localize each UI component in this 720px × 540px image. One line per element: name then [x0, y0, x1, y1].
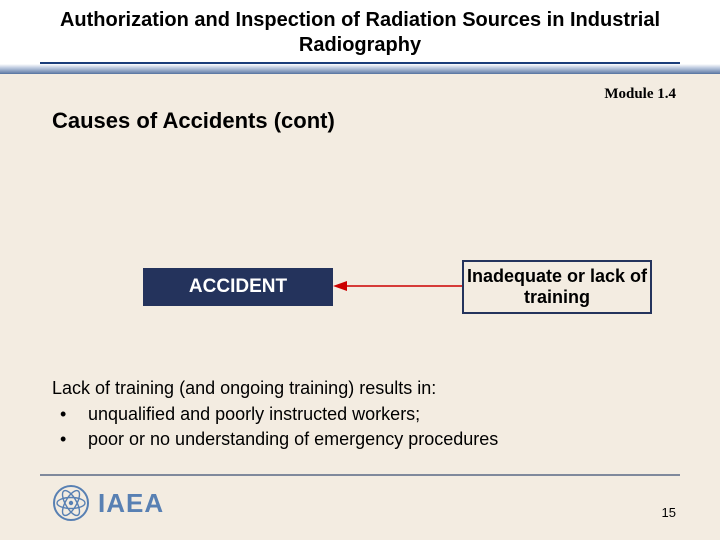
section-heading: Causes of Accidents (cont) [52, 108, 335, 134]
page-number: 15 [662, 505, 676, 520]
flow-node-cause: Inadequate or lack of training [462, 260, 652, 314]
footer: IAEA 15 [0, 474, 720, 540]
header: Authorization and Inspection of Radiatio… [0, 0, 720, 74]
body-text: Lack of training (and ongoing training) … [52, 376, 668, 451]
flow-node-cause-label: Inadequate or lack of training [464, 266, 650, 307]
body-bullet-list: unqualified and poorly instructed worker… [52, 402, 668, 451]
logo-text: IAEA [98, 488, 164, 519]
logo: IAEA [52, 484, 164, 522]
header-band [0, 64, 720, 74]
document-title: Authorization and Inspection of Radiatio… [0, 6, 720, 62]
flow-node-accident: ACCIDENT [143, 268, 333, 306]
footer-rule [40, 474, 680, 476]
body-intro: Lack of training (and ongoing training) … [52, 376, 668, 400]
body-bullet-item: poor or no understanding of emergency pr… [52, 427, 668, 451]
flow-node-accident-label: ACCIDENT [189, 276, 287, 298]
iaea-logo-icon [52, 484, 90, 522]
body-bullet-item: unqualified and poorly instructed worker… [52, 402, 668, 426]
flow-edge-arrow [333, 278, 462, 294]
module-label: Module 1.4 [604, 86, 676, 103]
